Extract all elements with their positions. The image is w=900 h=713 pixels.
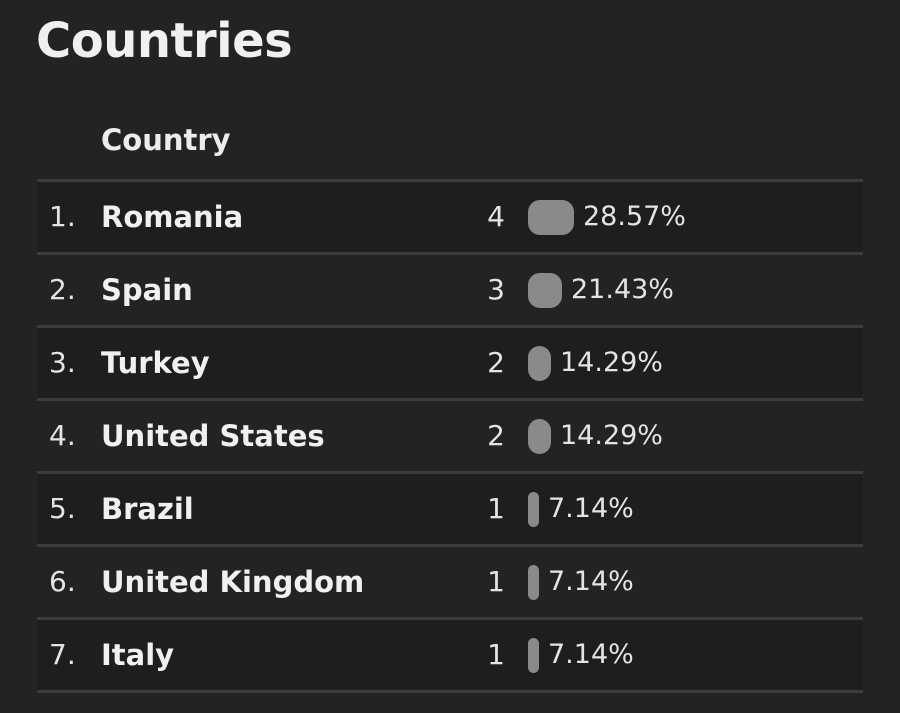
row-count: 2 (487, 346, 505, 379)
row-rank: 4. (49, 419, 76, 452)
table-row: 4. United States 2 14.29% (37, 401, 863, 474)
share-bar (528, 345, 551, 381)
row-rank: 6. (49, 565, 76, 598)
row-share: 14.29% (528, 401, 663, 471)
share-bar (528, 564, 539, 600)
row-count: 1 (487, 492, 505, 525)
row-share: 21.43% (528, 255, 674, 325)
row-percent: 28.57% (583, 201, 686, 232)
row-country-name: Spain (101, 273, 193, 307)
share-bar (528, 637, 539, 673)
table-row: 7. Italy 1 7.14% (37, 620, 863, 693)
share-bar (528, 272, 562, 308)
row-count: 2 (487, 419, 505, 452)
page-title: Countries (36, 13, 293, 69)
row-count: 1 (487, 565, 505, 598)
row-rank: 7. (49, 638, 76, 671)
row-rank: 1. (49, 200, 76, 233)
countries-table: 1. Romania 4 28.57% 2. Spain 3 21.43% 3.… (37, 179, 863, 693)
row-country-name: United States (101, 419, 325, 453)
share-bar (528, 418, 551, 454)
row-count: 1 (487, 638, 505, 671)
row-percent: 7.14% (548, 639, 634, 670)
row-count: 3 (487, 273, 505, 306)
share-bar (528, 199, 574, 235)
row-percent: 7.14% (548, 493, 634, 524)
row-count: 4 (487, 200, 505, 233)
row-rank: 2. (49, 273, 76, 306)
row-rank: 3. (49, 346, 76, 379)
row-rank: 5. (49, 492, 76, 525)
row-country-name: Italy (101, 638, 175, 672)
row-percent: 21.43% (571, 274, 674, 305)
table-row: 6. United Kingdom 1 7.14% (37, 547, 863, 620)
row-country-name: United Kingdom (101, 565, 365, 599)
row-share: 14.29% (528, 328, 663, 398)
table-row: 5. Brazil 1 7.14% (37, 474, 863, 547)
table-row: 1. Romania 4 28.57% (37, 182, 863, 255)
row-percent: 14.29% (560, 347, 663, 378)
row-percent: 14.29% (560, 420, 663, 451)
row-percent: 7.14% (548, 566, 634, 597)
table-row: 3. Turkey 2 14.29% (37, 328, 863, 401)
row-share: 7.14% (528, 620, 634, 690)
share-bar (528, 491, 539, 527)
row-country-name: Brazil (101, 492, 194, 526)
column-header-country: Country (101, 123, 231, 157)
row-country-name: Turkey (101, 346, 210, 380)
row-share: 7.14% (528, 547, 634, 617)
row-share: 7.14% (528, 474, 634, 544)
row-share: 28.57% (528, 182, 686, 252)
table-row: 2. Spain 3 21.43% (37, 255, 863, 328)
row-country-name: Romania (101, 200, 244, 234)
